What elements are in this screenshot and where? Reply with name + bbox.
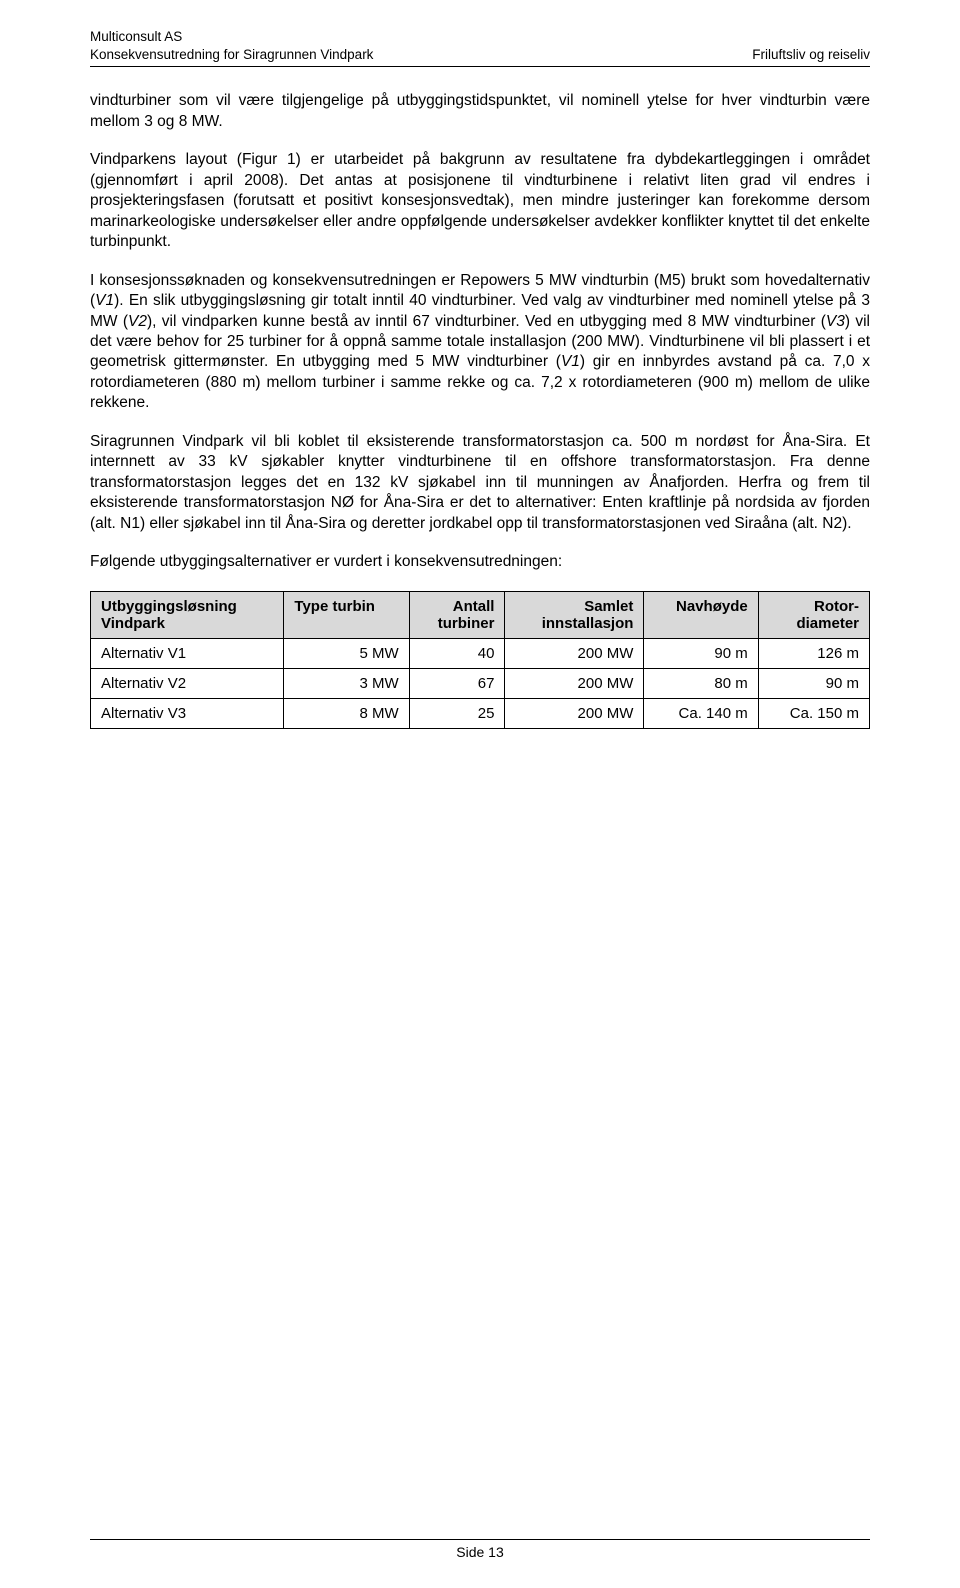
th-solution: Utbyggingsløsning Vindpark [91, 591, 284, 638]
cell-name: Alternativ V2 [91, 668, 284, 698]
p3-v2: V2 [128, 313, 147, 330]
th-total: Samlet innstallasjon [505, 591, 644, 638]
th-rotor-l2: diameter [796, 615, 859, 632]
cell-hub: Ca. 140 m [644, 698, 758, 728]
cell-rotor: 90 m [758, 668, 869, 698]
page-header: Multiconsult AS Konsekvensutredning for … [90, 28, 870, 67]
cell-total: 200 MW [505, 668, 644, 698]
paragraph-3: I konsesjonssøknaden og konsekvensutredn… [90, 271, 870, 414]
document-page: Multiconsult AS Konsekvensutredning for … [0, 0, 960, 1588]
cell-total: 200 MW [505, 638, 644, 668]
table-body: Alternativ V1 5 MW 40 200 MW 90 m 126 m … [91, 638, 870, 728]
th-count-l2: turbiner [438, 615, 495, 632]
cell-name: Alternativ V3 [91, 698, 284, 728]
cell-count: 40 [409, 638, 505, 668]
cell-type: 8 MW [284, 698, 409, 728]
th-solution-l2: Vindpark [101, 615, 165, 632]
p3-text-3: ), vil vindparken kunne bestå av inntil … [147, 313, 826, 330]
header-company: Multiconsult AS [90, 28, 373, 46]
header-left: Multiconsult AS Konsekvensutredning for … [90, 28, 373, 64]
paragraph-5: Følgende utbyggingsalternativer er vurde… [90, 552, 870, 572]
paragraph-1: vindturbiner som vil være tilgjengelige … [90, 91, 870, 132]
table-head: Utbyggingsløsning Vindpark Type turbin A… [91, 591, 870, 638]
footer-divider [90, 1539, 870, 1540]
page-footer: Side 13 [0, 1539, 960, 1560]
p3-v3: V3 [826, 313, 845, 330]
th-turbine-type: Type turbin [284, 591, 409, 638]
page-number: Side 13 [456, 1544, 503, 1560]
cell-rotor: 126 m [758, 638, 869, 668]
th-count: Antall turbiner [409, 591, 505, 638]
cell-name: Alternativ V1 [91, 638, 284, 668]
cell-hub: 90 m [644, 638, 758, 668]
th-hub-height: Navhøyde [644, 591, 758, 638]
alternatives-table-wrap: Utbyggingsløsning Vindpark Type turbin A… [90, 591, 870, 729]
table-row: Alternativ V2 3 MW 67 200 MW 80 m 90 m [91, 668, 870, 698]
table-header-row: Utbyggingsløsning Vindpark Type turbin A… [91, 591, 870, 638]
th-total-l1: Samlet [584, 598, 633, 615]
th-rotor: Rotor- diameter [758, 591, 869, 638]
th-rotor-l1: Rotor- [814, 598, 859, 615]
cell-type: 3 MW [284, 668, 409, 698]
alternatives-table: Utbyggingsløsning Vindpark Type turbin A… [90, 591, 870, 729]
header-right: Friluftsliv og reiseliv [752, 46, 870, 64]
th-total-l2: innstallasjon [542, 615, 634, 632]
p3-v1: V1 [95, 292, 114, 309]
th-count-l1: Antall [453, 598, 495, 615]
paragraph-4: Siragrunnen Vindpark vil bli koblet til … [90, 432, 870, 534]
header-subtitle: Konsekvensutredning for Siragrunnen Vind… [90, 46, 373, 64]
paragraph-2: Vindparkens layout (Figur 1) er utarbeid… [90, 150, 870, 252]
cell-total: 200 MW [505, 698, 644, 728]
cell-type: 5 MW [284, 638, 409, 668]
table-row: Alternativ V1 5 MW 40 200 MW 90 m 126 m [91, 638, 870, 668]
table-row: Alternativ V3 8 MW 25 200 MW Ca. 140 m C… [91, 698, 870, 728]
cell-hub: 80 m [644, 668, 758, 698]
cell-count: 67 [409, 668, 505, 698]
cell-rotor: Ca. 150 m [758, 698, 869, 728]
header-topic: Friluftsliv og reiseliv [752, 46, 870, 64]
p3-v1b: V1 [561, 353, 580, 370]
th-solution-l1: Utbyggingsløsning [101, 598, 237, 615]
cell-count: 25 [409, 698, 505, 728]
